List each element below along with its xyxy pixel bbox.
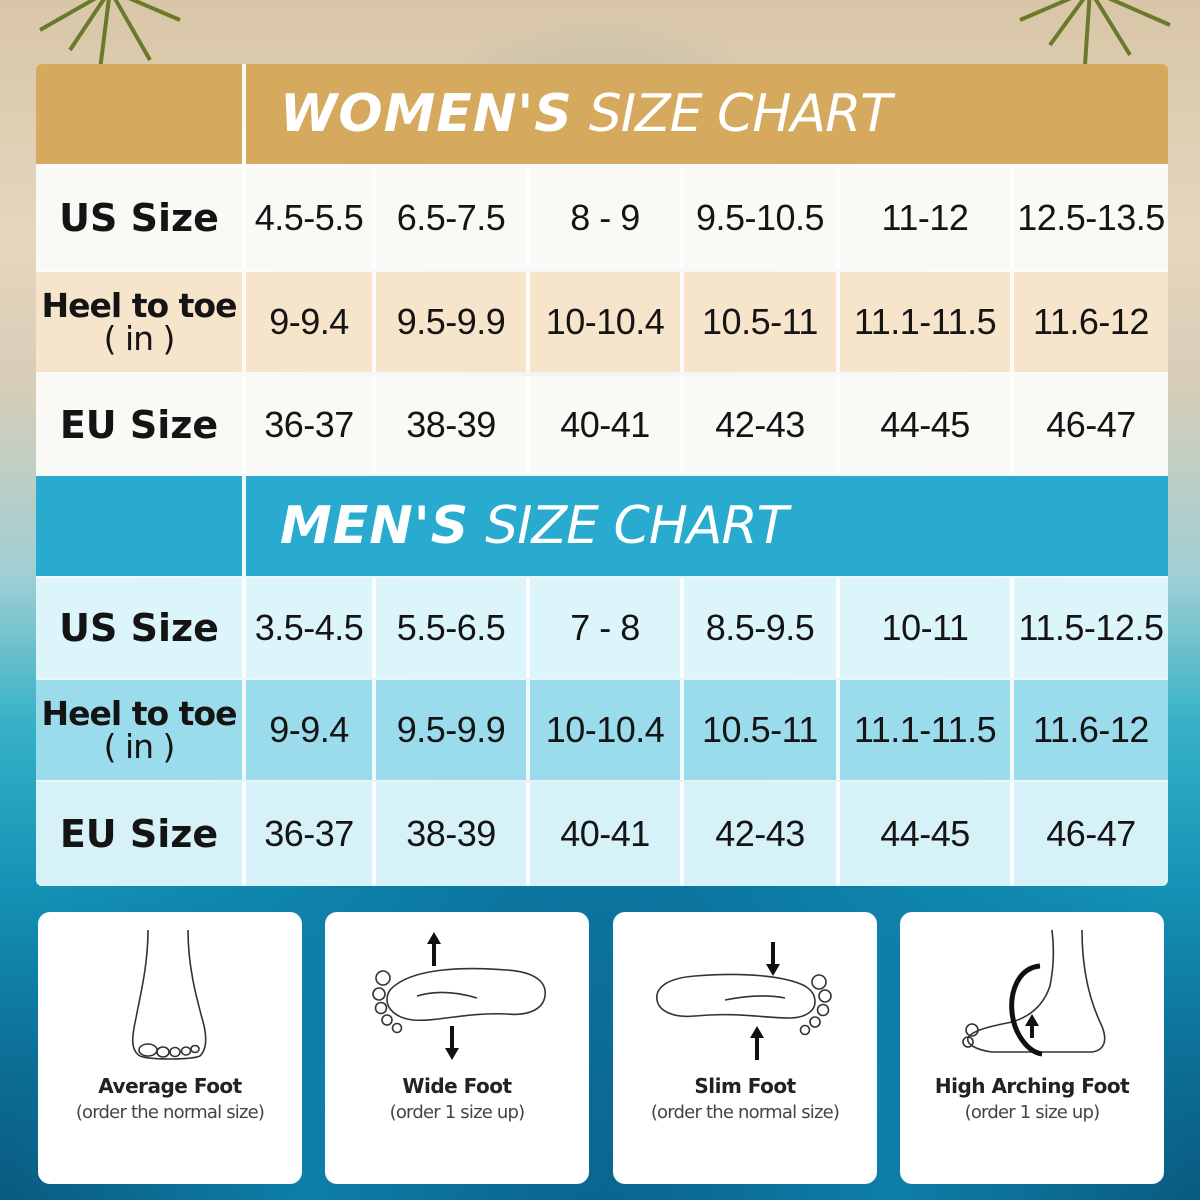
header-band: WOMEN'S SIZE CHART: [246, 64, 1168, 164]
row-label-unit: ( in ): [103, 319, 176, 358]
size-cell: 9.5-10.5: [684, 168, 840, 268]
size-cell: 8 - 9: [530, 168, 684, 268]
header-band: MEN'S SIZE CHART: [246, 476, 1168, 576]
foot-type-title: High Arching Foot: [934, 1074, 1130, 1098]
foot-type-note: (order 1 size up): [964, 1102, 1101, 1123]
header-corner: [36, 476, 242, 576]
foot-type-note: (order 1 size up): [389, 1102, 526, 1123]
size-cell: 38-39: [376, 376, 530, 474]
wide-foot-card: Wide Foot (order 1 size up): [325, 912, 589, 1184]
size-cell: 12.5-13.5: [1017, 197, 1165, 238]
women-title: WOMEN'S: [280, 84, 573, 144]
row-label: Heel to toe ( in ): [36, 272, 246, 372]
size-cell: 9-9.4: [246, 272, 376, 372]
size-cell: 10-11: [840, 578, 1014, 678]
row-label-unit: ( in ): [103, 727, 176, 766]
foot-type-note: (order the normal size): [650, 1102, 840, 1123]
slim-foot-icon: [656, 942, 832, 1060]
slim-foot-card: Slim Foot (order the normal size): [613, 912, 877, 1184]
foot-type-title: Slim Foot: [694, 1074, 796, 1098]
size-cell: 5.5-6.5: [376, 578, 530, 678]
palm-frond-right-icon: [1019, 0, 1171, 66]
row-label: US Size: [36, 578, 246, 678]
size-cell: 6.5-7.5: [376, 168, 530, 268]
size-cell: 11.1-11.5: [840, 272, 1014, 372]
size-cell: 38-39: [376, 782, 530, 886]
row-label-main: Heel to toe: [41, 286, 238, 325]
size-cell: 44-45: [840, 376, 1014, 474]
row-label: EU Size: [36, 376, 246, 474]
row-label: Heel to toe ( in ): [36, 680, 246, 780]
size-cell: 7 - 8: [530, 578, 684, 678]
men-heel-to-toe-row: Heel to toe ( in ) 9-9.4 9.5-9.9 10-10.4…: [36, 680, 1168, 780]
men-us-size-row: US Size 3.5-4.5 5.5-6.5 7 - 8 8.5-9.5 10…: [36, 578, 1168, 678]
foot-type-title: Wide Foot: [402, 1074, 512, 1098]
palm-frond-left-icon: [39, 0, 181, 71]
size-cell: 3.5-4.5: [246, 578, 376, 678]
row-label: EU Size: [36, 782, 246, 886]
high-arch-foot-icon: [962, 929, 1106, 1057]
men-title: MEN'S: [280, 496, 470, 556]
average-foot-card: Average Foot (order the normal size): [38, 912, 302, 1184]
size-cell: 4.5-5.5: [246, 168, 376, 268]
size-cell: 11.6-12: [1033, 709, 1149, 750]
size-cell: 42-43: [684, 782, 840, 886]
size-cell: 8.5-9.5: [684, 578, 840, 678]
women-eu-size-row: EU Size 36-37 38-39 40-41 42-43 44-45 46…: [36, 376, 1168, 474]
header-corner: [36, 64, 242, 164]
size-cell: 9.5-9.9: [376, 680, 530, 780]
size-cell: 11-12: [840, 168, 1014, 268]
size-cell: 11.1-11.5: [840, 680, 1014, 780]
wide-foot-icon: [372, 932, 546, 1060]
average-foot-icon: [131, 929, 207, 1060]
size-cell: 36-37: [246, 782, 376, 886]
size-cell: 40-41: [530, 376, 684, 474]
women-us-size-row: US Size 4.5-5.5 6.5-7.5 8 - 9 9.5-10.5 1…: [36, 168, 1168, 268]
size-cell: 46-47: [1046, 404, 1136, 445]
men-title-suffix: SIZE CHART: [485, 496, 788, 556]
row-label-main: Heel to toe: [41, 694, 238, 733]
size-cell: 10-10.4: [530, 272, 684, 372]
row-label: US Size: [36, 168, 246, 268]
men-eu-size-row: EU Size 36-37 38-39 40-41 42-43 44-45 46…: [36, 782, 1168, 886]
size-chart: WOMEN'S SIZE CHART US Size 4.5-5.5 6.5-7…: [36, 64, 1168, 886]
women-size-chart-header: WOMEN'S SIZE CHART: [36, 64, 1168, 164]
size-cell: 10.5-11: [684, 272, 840, 372]
women-title-suffix: SIZE CHART: [588, 84, 892, 144]
size-cell: 36-37: [246, 376, 376, 474]
foot-type-title: Average Foot: [98, 1074, 242, 1098]
size-cell: 11.5-12.5: [1018, 607, 1164, 648]
size-cell: 42-43: [684, 376, 840, 474]
high-arch-foot-card: High Arching Foot (order 1 size up): [900, 912, 1164, 1184]
size-cell: 40-41: [530, 782, 684, 886]
men-size-chart-header: MEN'S SIZE CHART: [36, 476, 1168, 576]
foot-type-note: (order the normal size): [75, 1102, 265, 1123]
size-cell: 10.5-11: [684, 680, 840, 780]
size-cell: 9-9.4: [246, 680, 376, 780]
size-cell: 46-47: [1046, 813, 1136, 854]
women-heel-to-toe-row: Heel to toe ( in ) 9-9.4 9.5-9.9 10-10.4…: [36, 272, 1168, 372]
size-cell: 9.5-9.9: [376, 272, 530, 372]
size-cell: 10-10.4: [530, 680, 684, 780]
size-cell: 11.6-12: [1033, 301, 1149, 342]
size-cell: 44-45: [840, 782, 1014, 886]
